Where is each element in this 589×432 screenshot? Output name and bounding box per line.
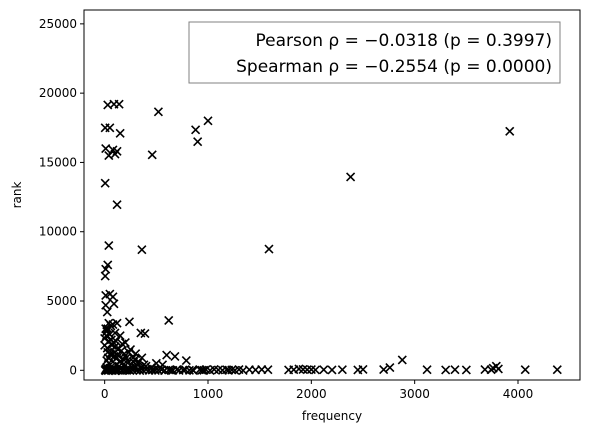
data-point [310,365,321,375]
y-axis-label: rank [10,182,24,209]
data-point [397,355,407,365]
data-point [191,125,201,135]
data-point [115,357,125,367]
annotation-box [188,21,561,84]
data-point [205,365,215,376]
data-point [346,172,356,182]
data-point [505,126,515,136]
data-point [385,362,395,373]
annotation-spearman: Spearman ρ = −0.2554 (p = 0.0000) [236,57,552,77]
stats-annotation: Pearson ρ = −0.0318 (p = 0.3997) Spearma… [188,21,561,84]
data-point [227,365,237,375]
data-point [105,123,115,133]
x-axis-label: frequency [302,409,362,423]
data-point [100,271,110,281]
x-axis-ticks: 0 1000 2000 3000 4000 [101,380,533,401]
y-tick-label: 10000 [39,225,77,239]
data-point [552,365,562,375]
data-point [166,365,176,375]
data-point [108,338,119,348]
data-point [112,318,122,328]
data-point [101,144,111,154]
data-point [170,351,180,362]
x-tick-label: 3000 [399,387,430,401]
data-point [137,245,147,255]
data-point [135,366,145,376]
data-point [162,350,172,360]
data-point [112,200,122,210]
data-point [422,365,432,375]
data-point [264,244,274,254]
points-layer [100,99,562,376]
data-point [140,329,150,339]
plot-frame [83,9,581,381]
y-tick-label: 5000 [46,294,77,308]
y-axis-ticks: 0 5000 10000 15000 20000 25000 [39,17,84,377]
data-point [101,300,111,310]
data-point [139,360,149,370]
data-point [115,128,125,138]
data-point [110,328,120,338]
data-point [164,315,174,325]
y-tick-label: 25000 [39,17,77,31]
data-point [327,365,337,375]
data-point [137,353,147,363]
data-point [520,365,530,375]
data-point [150,365,160,376]
data-point [193,137,203,147]
data-point [117,339,127,349]
data-point [203,116,213,126]
data-point [147,150,157,160]
data-point [230,365,240,375]
data-point [100,178,110,188]
data-point [104,241,114,251]
data-point [113,350,123,360]
y-tick-label: 15000 [39,155,77,169]
data-point [379,365,389,375]
x-tick-label: 2000 [296,387,327,401]
x-tick-label: 0 [101,387,109,401]
data-point [441,365,451,375]
data-point [103,324,113,334]
y-tick-label: 20000 [39,86,77,100]
data-point [111,336,121,346]
data-point [102,307,112,317]
y-tick-label: 0 [69,363,77,377]
data-point [125,365,135,376]
data-point [197,365,207,375]
data-point [358,364,368,375]
data-point [319,365,329,375]
data-point [115,331,125,341]
data-point [337,365,347,375]
data-point [109,299,119,309]
data-point [450,365,460,375]
data-point [188,366,199,376]
data-point [238,365,248,376]
data-point [101,290,111,301]
data-point [124,317,135,327]
data-point [181,356,191,366]
annotation-pearson: Pearson ρ = −0.0318 (p = 0.3997) [255,31,552,51]
data-point [121,353,131,363]
data-point [461,365,471,375]
x-tick-label: 1000 [193,387,224,401]
data-point [263,365,273,375]
x-tick-label: 4000 [503,387,534,401]
data-point [493,364,503,374]
data-point [110,149,120,159]
data-point [114,99,124,109]
data-point [153,107,163,117]
